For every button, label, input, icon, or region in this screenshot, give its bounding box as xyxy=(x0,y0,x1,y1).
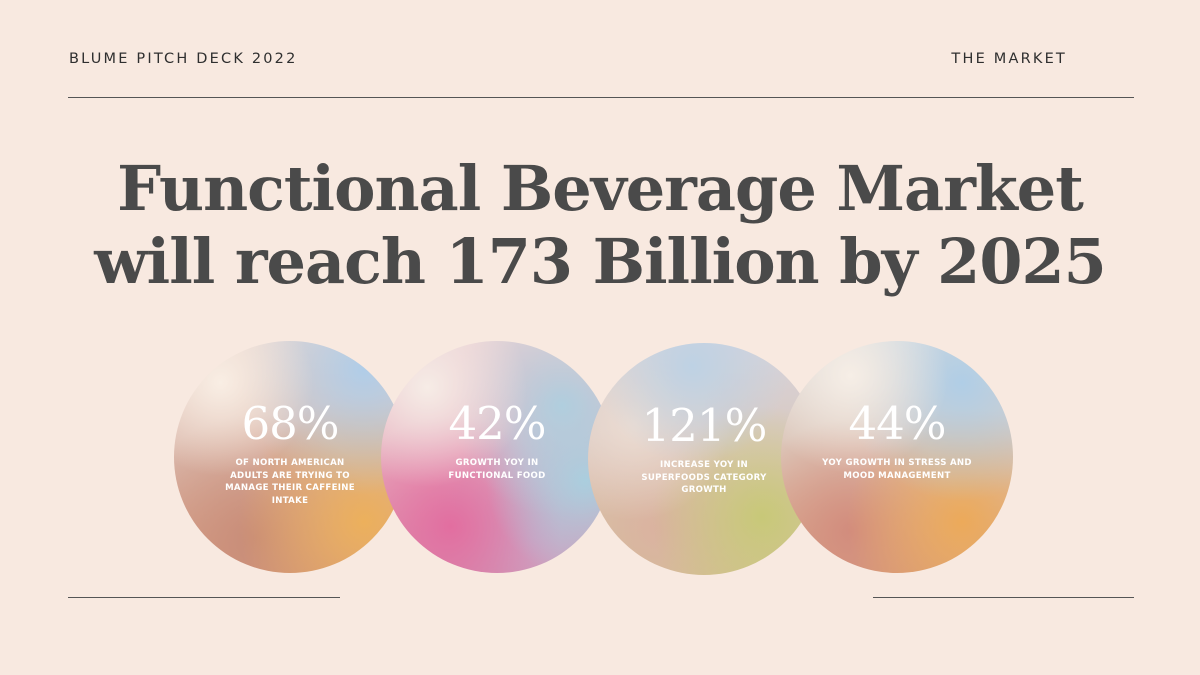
stat-circle-stress-mood: 44% YOY GROWTH IN STRESS AND MOOD MANAGE… xyxy=(781,341,1013,573)
headline: Functional Beverage Market will reach 17… xyxy=(0,152,1200,298)
stat-value: 68% xyxy=(241,397,339,450)
stat-description: INCREASE YOY IN SUPERFOODS CATEGORY GROW… xyxy=(641,460,767,495)
stat-description: OF NORTH AMERICAN ADULTS ARE TRYING TO M… xyxy=(225,458,355,506)
stat-value: 121% xyxy=(641,399,768,452)
headline-line-1: Functional Beverage Market xyxy=(117,152,1084,225)
stat-value: 42% xyxy=(448,397,546,450)
deck-title: BLUME PITCH DECK 2022 xyxy=(69,51,298,67)
stat-description: YOY GROWTH IN STRESS AND MOOD MANAGEMENT xyxy=(822,458,972,481)
top-divider xyxy=(68,97,1134,98)
bottom-left-divider xyxy=(68,597,340,598)
bottom-right-divider xyxy=(873,597,1134,598)
section-title: THE MARKET xyxy=(951,51,1067,67)
headline-line-2: will reach 173 Billion by 2025 xyxy=(94,225,1106,298)
stat-description: GROWTH YOY IN FUNCTIONAL FOOD xyxy=(448,458,546,481)
stat-value: 44% xyxy=(848,397,946,450)
stat-circle-caffeine: 68% OF NORTH AMERICAN ADULTS ARE TRYING … xyxy=(174,341,406,573)
stat-circle-functional-food: 42% GROWTH YOY IN FUNCTIONAL FOOD xyxy=(381,341,613,573)
